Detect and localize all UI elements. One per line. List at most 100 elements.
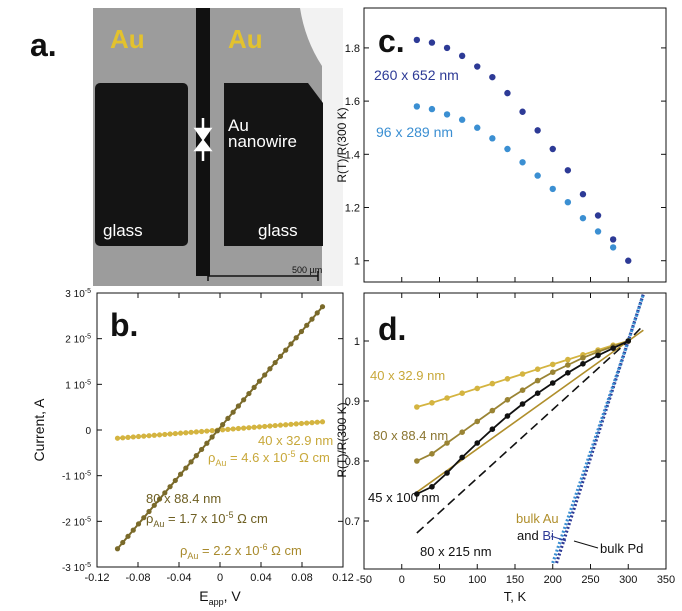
y-tick-label: 1.8 (345, 43, 360, 55)
rt-point-1 (414, 458, 420, 464)
iv-point-1 (199, 446, 205, 453)
rt-point-1 (429, 451, 435, 457)
rt-point-1 (534, 377, 541, 384)
rr-point-1 (564, 198, 572, 206)
panel-c-series (413, 36, 632, 264)
y-tick-label: -3 10-5 (62, 562, 91, 574)
panel-d-ticks: -50 0 50 100 150 200 250 300 350 1 0.9 0.8 0.7 (345, 293, 675, 586)
iv-point-1 (235, 403, 241, 409)
iv-point-1 (283, 347, 289, 353)
rt-point-0 (459, 390, 465, 397)
rr-point-0 (609, 236, 617, 243)
rt-point-0 (474, 385, 481, 392)
iv-point-1 (188, 459, 194, 465)
rr-point-0 (579, 191, 587, 198)
xlabel-sub: app (209, 597, 224, 607)
iv-point-1 (220, 422, 226, 428)
panel-c-frame (363, 7, 667, 283)
iv-point-1 (172, 477, 178, 484)
iv-point-0 (309, 420, 315, 426)
rt-point-2 (549, 380, 556, 386)
iv-point-0 (225, 426, 231, 432)
rr-point-1 (534, 172, 541, 179)
iv-point-0 (193, 429, 199, 435)
rt-point-2 (519, 401, 526, 407)
rho-sub: Au (153, 519, 164, 529)
iv-point-0 (135, 433, 142, 440)
y-tick-exponent: -5 (85, 334, 91, 341)
iv-point-0 (267, 423, 273, 429)
iv-point-0 (172, 430, 178, 437)
rt-point-0 (549, 361, 556, 368)
y-tick-label: 0.8 (345, 456, 360, 468)
ref-curve-1 (416, 324, 644, 534)
y-tick-exponent: -5 (85, 516, 91, 523)
y-tick-label: 3 10-5 (65, 288, 91, 300)
d-label-bi-prefix: and (517, 528, 542, 543)
rr-point-1 (489, 135, 496, 142)
y-tick-mantissa: -2 10 (62, 517, 85, 528)
rt-point-1 (580, 355, 586, 361)
rho-exp: -6 (260, 542, 268, 552)
iv-point-1 (246, 390, 252, 397)
y-tick-label: 0.9 (345, 396, 360, 408)
panel-a-letter: a. (30, 27, 57, 63)
rr-point-1 (609, 244, 617, 251)
iv-point-0 (209, 428, 215, 434)
iv-point-1 (120, 539, 126, 546)
gap-arrows (193, 118, 213, 161)
rho-eq: = 1.7 x 10 (164, 511, 225, 526)
rho-unit: Ω cm (296, 450, 330, 465)
label-glass-right: glass (258, 221, 298, 240)
y-tick-label: 1 (354, 336, 360, 348)
iv-point-0 (183, 430, 189, 436)
y-tick-mantissa: -3 10 (62, 563, 85, 574)
rho-eq: = 4.6 x 10 (226, 450, 287, 465)
d-label-40x32: 40 x 32.9 nm (370, 368, 445, 383)
iv-point-0 (141, 433, 147, 439)
panel-c-letter: c. (378, 23, 405, 59)
panel-d: -50 0 50 100 150 200 250 300 350 1 0.9 0.8 0.7 d. R(… (335, 292, 675, 604)
iv-point-0 (204, 428, 210, 434)
xlabel-unit: , V (224, 588, 242, 604)
x-tick-label: -0.12 (84, 572, 109, 584)
rt-point-0 (444, 395, 450, 401)
iv-point-1 (230, 409, 236, 415)
rho-sub: Au (215, 458, 226, 468)
iv-point-1 (146, 508, 152, 515)
rt-point-2 (474, 440, 481, 446)
rr-point-1 (519, 159, 526, 166)
panel-c-ylabel: R(T)/R(300 K) (335, 107, 349, 182)
rt-point-2 (580, 361, 586, 367)
iv-point-1 (319, 304, 326, 310)
iv-point-1 (183, 465, 189, 471)
iv-point-1 (314, 310, 320, 316)
iv-point-1 (130, 527, 136, 533)
rr-point-1 (443, 111, 451, 118)
iv-point-1 (156, 496, 163, 502)
xlabel-main: E (199, 588, 208, 604)
x-tick-label: -50 (356, 574, 372, 586)
d-label-45x100: 45 x 100 nm (368, 490, 440, 505)
series-label-96x289: 96 x 289 nm (376, 124, 453, 140)
rr-point-1 (504, 145, 511, 153)
panel-d-series (414, 293, 645, 564)
rr-point-1 (428, 105, 436, 113)
x-tick-label: 300 (619, 574, 637, 586)
iv-point-1 (209, 434, 215, 440)
label-glass-left: glass (103, 221, 143, 240)
d-label-bulk-au: bulk Au (516, 511, 559, 526)
rho-80x88: ρAu = 1.7 x 10-5 Ω cm (146, 510, 268, 529)
scale-bar (207, 271, 319, 281)
iv-point-0 (151, 432, 157, 438)
iv-point-0 (314, 419, 320, 425)
iv-point-1 (151, 502, 157, 508)
iv-point-0 (120, 435, 126, 441)
rho-eq: = 2.2 x 10 (198, 543, 259, 558)
iv-point-1 (298, 328, 305, 335)
y-tick-mantissa: 3 10 (65, 289, 85, 300)
rr-point-1 (579, 214, 587, 222)
iv-point-1 (241, 397, 247, 403)
d-label-80x88: 80 x 88.4 nm (373, 428, 448, 443)
